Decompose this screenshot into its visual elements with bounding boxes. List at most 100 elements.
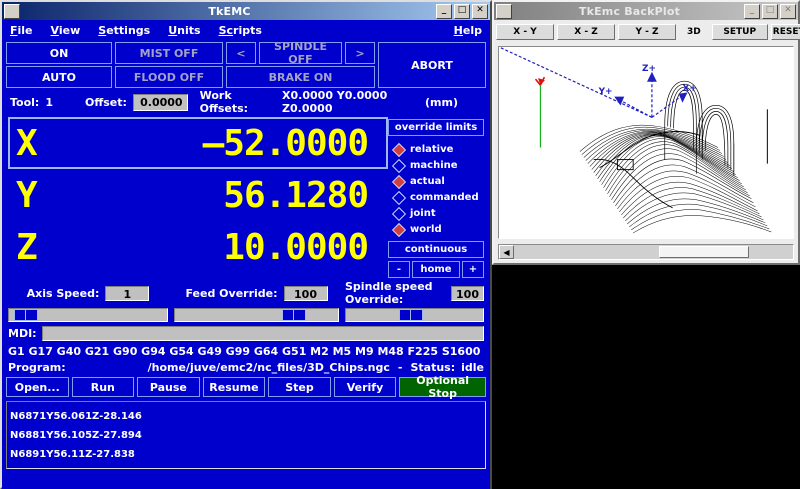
- radio-joint[interactable]: joint: [391, 206, 484, 221]
- axis-triad: [499, 47, 688, 118]
- mist-toggle-button[interactable]: MIST OFF: [115, 42, 223, 64]
- radio-world-icon: [391, 222, 407, 237]
- feed-override-slider[interactable]: [174, 308, 339, 322]
- backplot-minimize-icon[interactable]: _: [744, 3, 760, 19]
- home-button[interactable]: home: [412, 261, 460, 278]
- brake-toggle-button[interactable]: BRAKE ON: [226, 66, 375, 88]
- backplot-maximize-icon[interactable]: □: [762, 3, 778, 19]
- radio-actual[interactable]: actual: [391, 174, 484, 189]
- menu-help[interactable]: Help: [454, 24, 482, 37]
- radio-joint-icon: [391, 206, 407, 221]
- radio-relative[interactable]: relative: [391, 142, 484, 157]
- tool-offset-value[interactable]: 0.0000: [132, 93, 188, 111]
- spindle-override-slider-thumb[interactable]: [399, 309, 424, 321]
- program-action-row: Open... Run Pause Resume Step Verify Opt…: [2, 374, 490, 400]
- menu-view-accel: V: [50, 23, 59, 37]
- toolpath-feed-lines: [593, 131, 701, 209]
- menu-view[interactable]: View: [51, 24, 81, 37]
- verify-button[interactable]: Verify: [333, 377, 397, 397]
- menu-units[interactable]: Units: [168, 24, 200, 37]
- program-status-value: idle: [461, 361, 484, 374]
- backplot-horizontal-scrollbar[interactable]: ◀: [498, 244, 794, 260]
- program-status-row: Program: /home/juve/emc2/nc_files/3D_Chi…: [2, 360, 490, 375]
- scrollbar-thumb[interactable]: [659, 246, 749, 258]
- backplot-titlebar[interactable]: TkEmc BackPlot _ □ ✕: [494, 2, 798, 20]
- mdi-row: MDI:: [2, 324, 490, 343]
- spindle-override-slider[interactable]: [345, 308, 484, 322]
- close-icon[interactable]: ✕: [472, 3, 488, 19]
- pause-button[interactable]: Pause: [137, 377, 200, 397]
- axis-speed-value[interactable]: 1: [105, 285, 150, 301]
- backplot-system-menu-icon[interactable]: [496, 3, 512, 19]
- feed-override-value[interactable]: 100: [283, 285, 328, 301]
- machine-control-row-1: ON MIST OFF < SPINDLE OFF >: [6, 40, 375, 66]
- jog-plus-button[interactable]: +: [462, 261, 484, 278]
- spindle-increase-button[interactable]: >: [345, 42, 375, 64]
- dro-and-side-panel: X ‒52.0000 Y 56.1280 Z 10.0000 override …: [2, 113, 490, 278]
- view-yz-button[interactable]: Y - Z: [618, 24, 676, 40]
- flood-toggle-button[interactable]: FLOOD OFF: [115, 66, 223, 88]
- coordinate-radio-group: relative machine actual commanded: [388, 136, 484, 241]
- spindle-override-value[interactable]: 100: [451, 285, 484, 301]
- menu-help-accel: H: [453, 23, 463, 37]
- dro-value-x: ‒52.0000: [202, 122, 369, 164]
- program-listing[interactable]: N6871Y56.061Z-28.146 N6881Y56.105Z-27.89…: [6, 401, 486, 469]
- axis-speed-slider-thumb[interactable]: [14, 309, 39, 321]
- radio-commanded-icon: [391, 190, 407, 205]
- tool-label: Tool:: [10, 95, 40, 109]
- view-xz-button[interactable]: X - Z: [557, 24, 615, 40]
- dro-row-y[interactable]: Y 56.1280: [8, 169, 388, 221]
- minimize-icon[interactable]: _: [436, 3, 452, 19]
- open-button[interactable]: Open...: [6, 377, 69, 397]
- jog-mode-button[interactable]: continuous: [388, 241, 484, 258]
- maximize-icon[interactable]: □: [454, 3, 470, 19]
- machine-power-button[interactable]: ON: [6, 42, 112, 64]
- resume-button[interactable]: Resume: [202, 377, 266, 397]
- menu-units-label: nits: [177, 23, 201, 37]
- system-menu-icon[interactable]: [4, 3, 20, 19]
- radio-machine[interactable]: machine: [391, 158, 484, 173]
- view-xy-button[interactable]: X - Y: [496, 24, 554, 40]
- view-3d-label[interactable]: 3D: [687, 27, 701, 37]
- setup-button[interactable]: SETUP: [711, 24, 768, 40]
- radio-world[interactable]: world: [391, 222, 484, 237]
- feed-override-slider-thumb[interactable]: [282, 309, 307, 321]
- axis-label-z: Z+: [642, 64, 656, 74]
- feed-override-group: Feed Override: 100: [174, 285, 339, 301]
- backplot-canvas[interactable]: Z+ Y+ X+: [498, 46, 794, 239]
- dro-row-z[interactable]: Z 10.0000: [8, 221, 388, 273]
- dro-row-x[interactable]: X ‒52.0000: [8, 117, 388, 169]
- scroll-left-arrow-icon[interactable]: ◀: [499, 245, 514, 259]
- radio-commanded-label: commanded: [410, 192, 479, 203]
- menu-settings-accel: S: [98, 23, 107, 37]
- work-offsets-value: X0.0000 Y0.0000 Z0.0000: [282, 89, 388, 115]
- mdi-input[interactable]: [41, 326, 484, 341]
- axis-speed-slider[interactable]: [8, 308, 168, 322]
- radio-machine-label: machine: [410, 160, 458, 171]
- program-listing-line: N6881Y56.105Z-27.894: [10, 423, 482, 442]
- spindle-toggle-button[interactable]: SPINDLE OFF: [259, 40, 342, 66]
- backplot-close-icon[interactable]: ✕: [780, 3, 796, 19]
- tkemc-window-title: TkEMC: [208, 4, 251, 18]
- menu-scripts[interactable]: Scripts: [219, 24, 262, 37]
- radio-commanded[interactable]: commanded: [391, 190, 484, 205]
- menu-file[interactable]: File: [10, 24, 33, 37]
- backplot-toolbar: X - Y X - Z Y - Z 3D SETUP RESET: [494, 20, 800, 42]
- tkemc-titlebar[interactable]: TkEMC _ □ ✕: [2, 2, 490, 20]
- spindle-decrease-button[interactable]: <: [226, 42, 256, 64]
- program-listing-line: N6871Y56.061Z-28.146: [10, 404, 482, 423]
- mode-button[interactable]: AUTO: [6, 66, 112, 88]
- menu-scripts-accel: Sc: [218, 23, 234, 37]
- reset-button[interactable]: RESET: [770, 24, 800, 40]
- program-path: /home/juve/emc2/nc_files/3D_Chips.ngc: [147, 361, 390, 374]
- abort-button[interactable]: ABORT: [378, 42, 486, 88]
- jog-minus-button[interactable]: -: [388, 261, 410, 278]
- machine-control-row-2: AUTO FLOOD OFF BRAKE ON: [6, 66, 375, 88]
- step-button[interactable]: Step: [268, 377, 331, 397]
- optional-stop-button[interactable]: Optional Stop: [399, 374, 487, 400]
- override-limits-button[interactable]: override limits: [388, 119, 484, 136]
- work-offsets-label: Work Offsets:: [199, 89, 249, 115]
- run-button[interactable]: Run: [71, 377, 135, 397]
- menu-settings[interactable]: Settings: [98, 24, 150, 37]
